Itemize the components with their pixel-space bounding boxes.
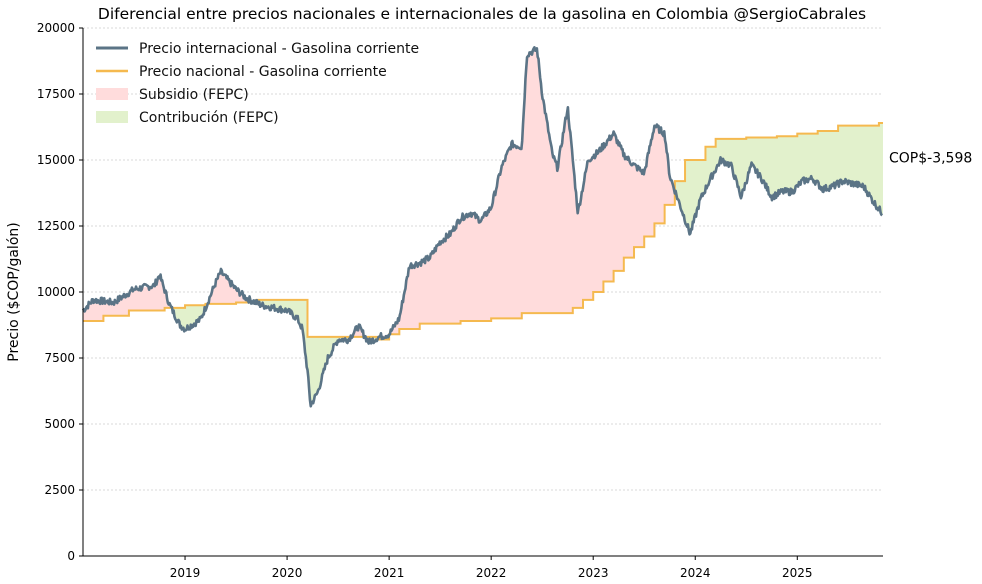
subsidio-region [389,49,675,335]
internacional-price-line [81,46,884,408]
contribucion-region [674,123,883,234]
contribucion-region [256,299,351,406]
y-tick-label: 12500 [37,219,75,233]
y-tick-label: 2500 [44,483,75,497]
series-lines [81,46,884,408]
x-tick-label: 2019 [170,566,201,580]
y-axis-label: Precio ($COP/galón) [6,222,22,361]
y-tick-label: 5000 [44,417,75,431]
x-tick-label: 2025 [782,566,813,580]
legend-label-nacional: Precio nacional - Gasolina corriente [139,64,387,80]
legend-swatch-subsidio [96,88,128,100]
legend-label-contribucion: Contribución (FEPC) [139,110,279,126]
nacional-price-line [83,122,883,341]
legend-swatch-contribucion [96,111,128,123]
y-tick-label: 10000 [37,285,75,299]
x-tick-label: 2024 [680,566,711,580]
y-tick-label: 0 [67,549,75,563]
y-tick-label: 17500 [37,87,75,101]
axes: 0 2500 5000 7500 10000 12500 15000 17500 20000 20… [37,21,883,580]
y-tick-label: 7500 [44,351,75,365]
differential-annotation: COP$-3,598 [889,150,972,166]
x-tick-label: 2020 [272,566,303,580]
legend-label-internacional: Precio internacional - Gasolina corrient… [139,41,419,57]
subsidio-region [207,272,257,304]
x-tick-label: 2021 [374,566,405,580]
y-tick-label: 15000 [37,153,75,167]
x-tick-label: 2023 [578,566,609,580]
y-tick-label: 20000 [37,21,75,35]
x-tick-label: 2022 [476,566,507,580]
chart-title: Diferencial entre precios nacionales e i… [98,5,866,23]
legend-label-subsidio: Subsidio (FEPC) [139,87,249,103]
legend: Precio internacional - Gasolina corrient… [96,41,419,126]
